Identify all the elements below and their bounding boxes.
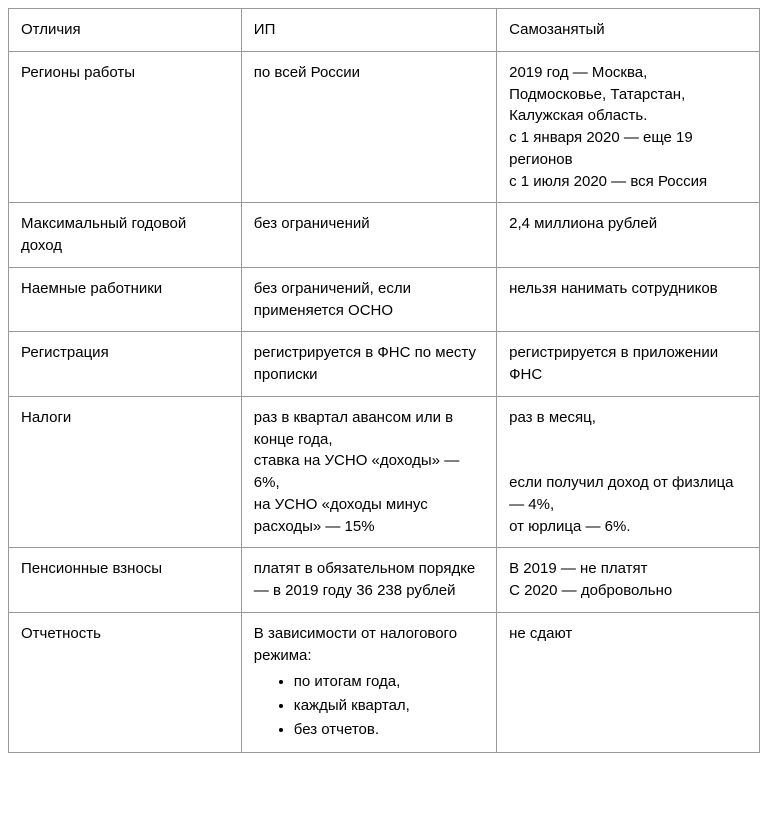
cell-difference: Налоги xyxy=(9,396,242,548)
cell-difference: Наемные работники xyxy=(9,267,242,332)
cell-selfemployed: В 2019 — не платятС 2020 — добровольно xyxy=(497,548,760,613)
table-row: Регионы работыпо всей России2019 год — М… xyxy=(9,51,760,203)
table-row: Наемные работникибез ограничений, если п… xyxy=(9,267,760,332)
cell-ip: платят в обязательном порядке — в 2019 г… xyxy=(241,548,496,613)
cell-selfemployed: 2019 год — Москва, Подмосковье, Татарста… xyxy=(497,51,760,203)
list-item: по итогам года, xyxy=(294,670,484,694)
cell-selfemployed: нельзя нанимать сотрудников xyxy=(497,267,760,332)
cell-selfemployed: регистрируется в приложении ФНС xyxy=(497,332,760,397)
cell-difference: Отчетность xyxy=(9,612,242,752)
cell-selfemployed: 2,4 миллиона рублей xyxy=(497,203,760,268)
table-row: Максимальный годовой доходбез ограничени… xyxy=(9,203,760,268)
table-row: ОтчетностьВ зависимости от налогового ре… xyxy=(9,612,760,752)
list-item: каждый квартал, xyxy=(294,694,484,718)
cell-selfemployed: раз в месяц, если получил доход от физли… xyxy=(497,396,760,548)
cell-ip: по всей России xyxy=(241,51,496,203)
table-row: Налогираз в квартал авансом или в конце … xyxy=(9,396,760,548)
cell-difference: Пенсионные взносы xyxy=(9,548,242,613)
cell-ip: без ограничений xyxy=(241,203,496,268)
cell-ip: В зависимости от налогового режима:по ит… xyxy=(241,612,496,752)
table-header-row: Отличия ИП Самозанятый xyxy=(9,9,760,52)
comparison-table: Отличия ИП Самозанятый Регионы работыпо … xyxy=(8,8,760,753)
cell-list: по итогам года,каждый квартал,без отчето… xyxy=(254,670,484,741)
list-item: без отчетов. xyxy=(294,718,484,742)
col-header-ip: ИП xyxy=(241,9,496,52)
cell-ip: раз в квартал авансом или в конце года,с… xyxy=(241,396,496,548)
cell-difference: Регионы работы xyxy=(9,51,242,203)
cell-ip: без ограничений, если применяется ОСНО xyxy=(241,267,496,332)
table-row: Регистрациярегистрируется в ФНС по месту… xyxy=(9,332,760,397)
col-header-selfemployed: Самозанятый xyxy=(497,9,760,52)
cell-selfemployed: не сдают xyxy=(497,612,760,752)
cell-difference: Максимальный годовой доход xyxy=(9,203,242,268)
table-body: Регионы работыпо всей России2019 год — М… xyxy=(9,51,760,752)
cell-difference: Регистрация xyxy=(9,332,242,397)
table-row: Пенсионные взносыплатят в обязательном п… xyxy=(9,548,760,613)
col-header-differences: Отличия xyxy=(9,9,242,52)
cell-ip: регистрируется в ФНС по месту прописки xyxy=(241,332,496,397)
